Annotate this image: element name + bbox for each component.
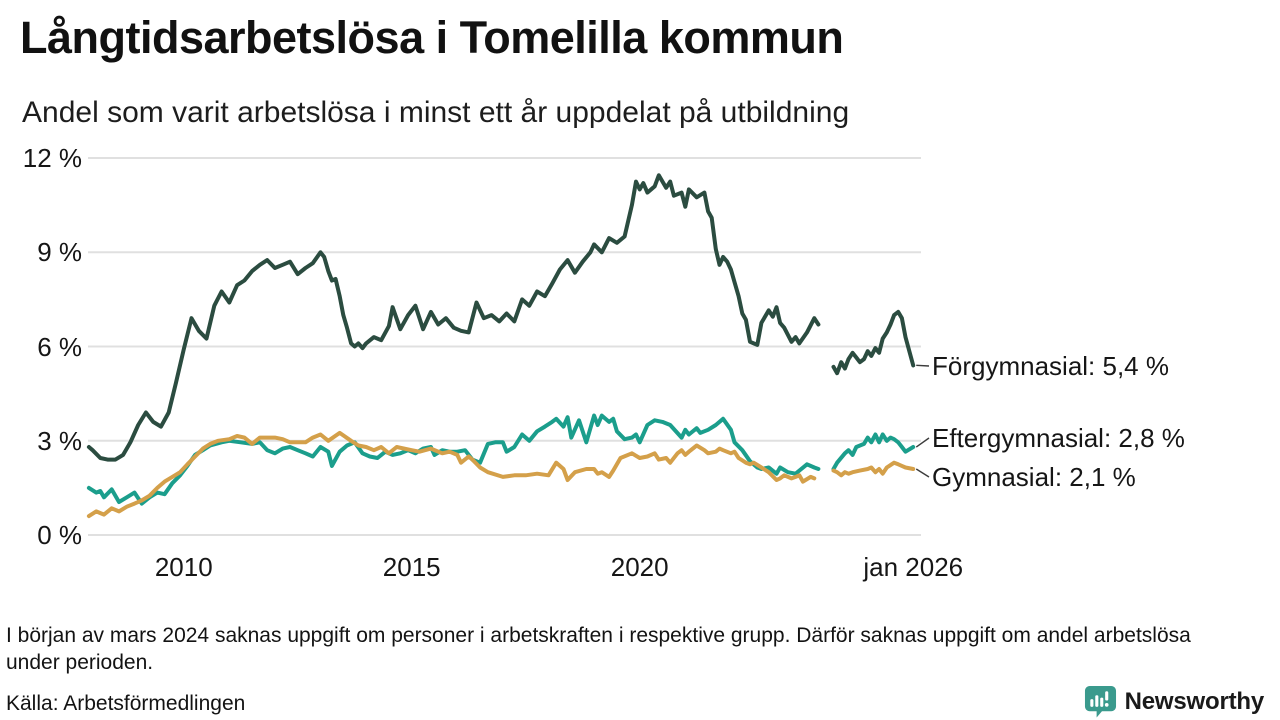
y-tick-12: 12 %	[22, 143, 82, 173]
source-note: Källa: Arbetsförmedlingen	[6, 692, 246, 715]
x-tick-jan2026: jan 2026	[863, 552, 964, 582]
y-tick-9: 9 %	[37, 237, 82, 268]
page-title: Långtidsarbetslösa i Tomelilla kommun	[20, 12, 844, 63]
x-tick-2020: 2020	[610, 552, 669, 582]
series-label-forgymnasial: Förgymnasial: 5,4 %	[932, 351, 1169, 381]
series-label-gymnasial: Gymnasial: 2,1 %	[932, 462, 1136, 492]
series-label-eftergymnasial: Eftergymnasial: 2,8 %	[932, 423, 1185, 453]
chart-footnote: I början av mars 2024 saknas uppgift om …	[6, 624, 1191, 674]
newsworthy-bar-chart-bubble-icon	[1084, 685, 1117, 718]
y-tick-6: 6 %	[37, 331, 82, 362]
newsworthy-logo-text: Newsworthy	[1124, 687, 1265, 715]
y-tick-0: 0 %	[37, 520, 82, 550]
x-tick-2010: 2010	[154, 552, 213, 582]
newsworthy-logo: Newsworthy	[1084, 685, 1264, 718]
chart-subtitle: Andel som varit arbetslösa i minst ett å…	[22, 96, 850, 129]
y-tick-3: 3 %	[37, 425, 82, 456]
x-tick-2015: 2015	[382, 552, 441, 582]
